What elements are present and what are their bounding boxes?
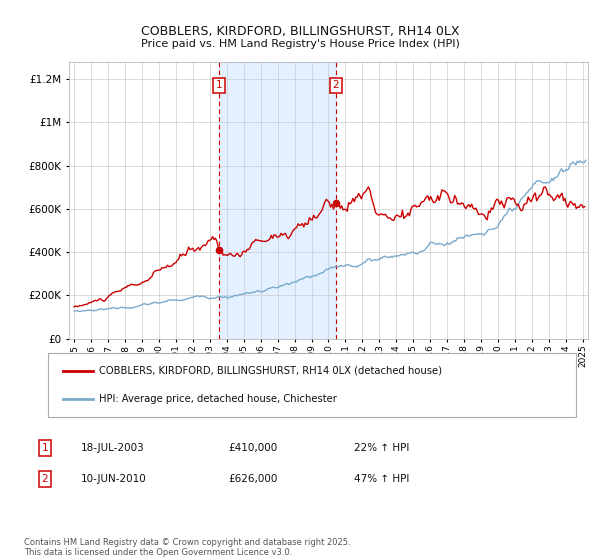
Text: 47% ↑ HPI: 47% ↑ HPI: [354, 474, 409, 484]
Text: 22% ↑ HPI: 22% ↑ HPI: [354, 443, 409, 453]
Text: 18-JUL-2003: 18-JUL-2003: [81, 443, 145, 453]
Text: 2: 2: [332, 80, 339, 90]
Text: £410,000: £410,000: [228, 443, 277, 453]
Text: HPI: Average price, detached house, Chichester: HPI: Average price, detached house, Chic…: [99, 394, 337, 404]
Text: £626,000: £626,000: [228, 474, 277, 484]
Bar: [219, 62, 336, 339]
Text: Contains HM Land Registry data © Crown copyright and database right 2025.
This d: Contains HM Land Registry data © Crown c…: [24, 538, 350, 557]
Text: 2: 2: [41, 474, 49, 484]
Text: 1: 1: [215, 80, 222, 90]
Text: COBBLERS, KIRDFORD, BILLINGSHURST, RH14 0LX: COBBLERS, KIRDFORD, BILLINGSHURST, RH14 …: [141, 25, 459, 38]
Text: COBBLERS, KIRDFORD, BILLINGSHURST, RH14 0LX (detached house): COBBLERS, KIRDFORD, BILLINGSHURST, RH14 …: [99, 366, 442, 376]
Text: Price paid vs. HM Land Registry's House Price Index (HPI): Price paid vs. HM Land Registry's House …: [140, 39, 460, 49]
Text: 1: 1: [41, 443, 49, 453]
Text: 10-JUN-2010: 10-JUN-2010: [81, 474, 147, 484]
